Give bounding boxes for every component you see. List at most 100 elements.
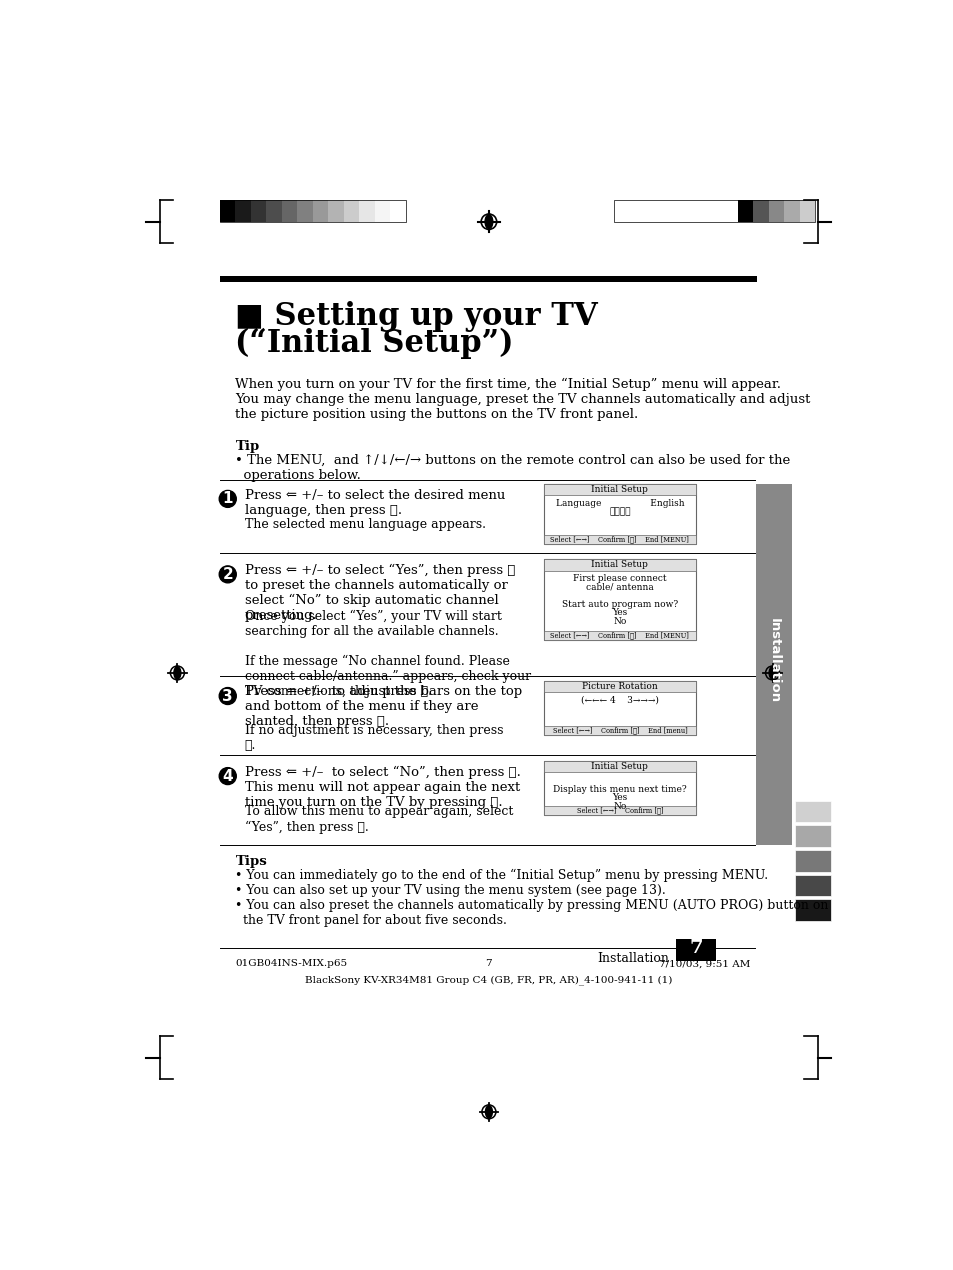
Circle shape bbox=[219, 566, 236, 583]
Text: Yes: Yes bbox=[612, 792, 627, 803]
Bar bbox=[613, 201, 629, 222]
Text: 4: 4 bbox=[222, 768, 233, 784]
Bar bbox=[328, 201, 344, 222]
Text: 01GB04INS-MIX.p65: 01GB04INS-MIX.p65 bbox=[235, 959, 347, 968]
Text: 7: 7 bbox=[688, 940, 701, 958]
Text: Press ⇐ +/–  to adjust the bars on the top
and bottom of the menu if they are
sl: Press ⇐ +/– to adjust the bars on the to… bbox=[245, 686, 521, 728]
Bar bbox=[721, 201, 737, 222]
Text: عربي: عربي bbox=[609, 508, 630, 517]
Text: 1: 1 bbox=[222, 491, 233, 507]
Bar bbox=[675, 201, 691, 222]
Bar bbox=[543, 726, 695, 734]
Bar bbox=[266, 201, 282, 222]
Text: To allow this menu to appear again, select
“Yes”, then press ⓔ.: To allow this menu to appear again, sele… bbox=[245, 805, 513, 833]
Bar bbox=[543, 559, 695, 640]
Bar bbox=[659, 201, 675, 222]
Bar bbox=[543, 761, 695, 772]
Text: Language                 English: Language English bbox=[555, 499, 683, 508]
Text: BlackSony KV-XR34M81 Group C4 (GB, FR, PR, AR)_4-100-941-11 (1): BlackSony KV-XR34M81 Group C4 (GB, FR, P… bbox=[305, 975, 672, 984]
Ellipse shape bbox=[485, 1106, 492, 1118]
Bar bbox=[220, 201, 235, 222]
Bar bbox=[543, 681, 695, 692]
Text: Select [←→]    Confirm [ⓔ]: Select [←→] Confirm [ⓔ] bbox=[576, 806, 662, 814]
Bar bbox=[251, 201, 266, 222]
Ellipse shape bbox=[484, 215, 493, 229]
Text: Installation: Installation bbox=[597, 951, 669, 965]
Bar bbox=[543, 535, 695, 544]
Bar bbox=[706, 201, 721, 222]
Bar bbox=[691, 201, 706, 222]
Text: Select [←→]    Confirm [ⓔ]    End [MENU]: Select [←→] Confirm [ⓔ] End [MENU] bbox=[550, 631, 689, 640]
Bar bbox=[543, 806, 695, 814]
Circle shape bbox=[219, 767, 236, 785]
Text: Picture Rotation: Picture Rotation bbox=[581, 682, 657, 691]
Text: • You can immediately go to the end of the “Initial Setup” menu by pressing MENU: • You can immediately go to the end of t… bbox=[235, 869, 828, 927]
Bar bbox=[543, 484, 695, 544]
Bar bbox=[756, 484, 791, 846]
Bar bbox=[794, 850, 830, 871]
Bar bbox=[543, 484, 695, 495]
Text: Initial Setup: Initial Setup bbox=[591, 762, 648, 771]
Text: ■ Setting up your TV: ■ Setting up your TV bbox=[235, 301, 598, 331]
Bar bbox=[794, 801, 830, 822]
Text: Installation: Installation bbox=[767, 618, 780, 704]
Text: 3: 3 bbox=[222, 688, 233, 704]
Text: Tip: Tip bbox=[235, 439, 259, 452]
Bar bbox=[644, 201, 659, 222]
Bar bbox=[375, 201, 390, 222]
Text: Initial Setup: Initial Setup bbox=[591, 560, 648, 569]
Text: Press ⇐ +/– to select “Yes”, then press ⓔ
to preset the channels automatically o: Press ⇐ +/– to select “Yes”, then press … bbox=[245, 564, 515, 622]
Text: (←←← 4    3→→→): (←←← 4 3→→→) bbox=[580, 696, 659, 705]
Bar bbox=[543, 761, 695, 814]
Text: Start auto program now?: Start auto program now? bbox=[561, 599, 678, 608]
Bar bbox=[768, 201, 783, 222]
Bar bbox=[613, 201, 815, 222]
Text: Yes: Yes bbox=[612, 608, 627, 617]
Ellipse shape bbox=[173, 667, 181, 679]
Bar bbox=[799, 201, 815, 222]
Text: 2: 2 bbox=[222, 566, 233, 582]
Bar bbox=[543, 559, 695, 570]
Ellipse shape bbox=[768, 667, 775, 679]
Bar bbox=[359, 201, 375, 222]
Text: Select [←→]    Confirm [ⓔ]    End [MENU]: Select [←→] Confirm [ⓔ] End [MENU] bbox=[550, 536, 689, 544]
Bar bbox=[282, 201, 297, 222]
Bar bbox=[753, 201, 768, 222]
Text: • The MENU,  and ↑/↓/←/→ buttons on the remote control can also be used for the
: • The MENU, and ↑/↓/←/→ buttons on the r… bbox=[235, 455, 790, 483]
Text: 7: 7 bbox=[485, 959, 492, 968]
Bar bbox=[543, 681, 695, 734]
Text: First please connect: First please connect bbox=[573, 574, 666, 583]
Bar bbox=[794, 899, 830, 921]
Bar bbox=[220, 201, 406, 222]
Text: Tips: Tips bbox=[235, 855, 267, 867]
Text: Display this menu next time?: Display this menu next time? bbox=[553, 785, 686, 794]
Bar bbox=[235, 201, 251, 222]
Circle shape bbox=[219, 490, 236, 508]
Bar bbox=[794, 826, 830, 847]
Text: If no adjustment is necessary, then press
ⓔ.: If no adjustment is necessary, then pres… bbox=[245, 724, 503, 752]
Text: Press ⇐ +/–  to select “No”, then press ⓔ.
This menu will not appear again the n: Press ⇐ +/– to select “No”, then press ⓔ… bbox=[245, 766, 520, 809]
Text: No: No bbox=[613, 801, 626, 810]
Bar bbox=[629, 201, 644, 222]
Bar bbox=[220, 277, 757, 282]
Bar bbox=[313, 201, 328, 222]
Bar bbox=[783, 201, 799, 222]
Bar bbox=[390, 201, 406, 222]
Circle shape bbox=[219, 687, 236, 705]
Text: Once you select “Yes”, your TV will start
searching for all the available channe: Once you select “Yes”, your TV will star… bbox=[245, 610, 531, 699]
Text: Press ⇐ +/– to select the desired menu
language, then press ⓔ.: Press ⇐ +/– to select the desired menu l… bbox=[245, 489, 505, 517]
Bar bbox=[737, 201, 753, 222]
Text: Initial Setup: Initial Setup bbox=[591, 485, 648, 494]
Text: No: No bbox=[613, 617, 626, 626]
Text: cable/ antenna: cable/ antenna bbox=[585, 583, 653, 592]
Text: When you turn on your TV for the first time, the “Initial Setup” menu will appea: When you turn on your TV for the first t… bbox=[235, 378, 810, 422]
Bar bbox=[297, 201, 313, 222]
Text: (“Initial Setup”): (“Initial Setup”) bbox=[235, 328, 514, 359]
Text: 7/10/03, 9:51 AM: 7/10/03, 9:51 AM bbox=[659, 959, 750, 968]
Bar bbox=[675, 940, 716, 961]
Text: The selected menu language appears.: The selected menu language appears. bbox=[245, 518, 485, 531]
Bar bbox=[794, 875, 830, 897]
Text: Select [←→]    Confirm [ⓔ]    End [menu]: Select [←→] Confirm [ⓔ] End [menu] bbox=[552, 726, 686, 734]
Bar bbox=[543, 631, 695, 640]
Bar bbox=[344, 201, 359, 222]
